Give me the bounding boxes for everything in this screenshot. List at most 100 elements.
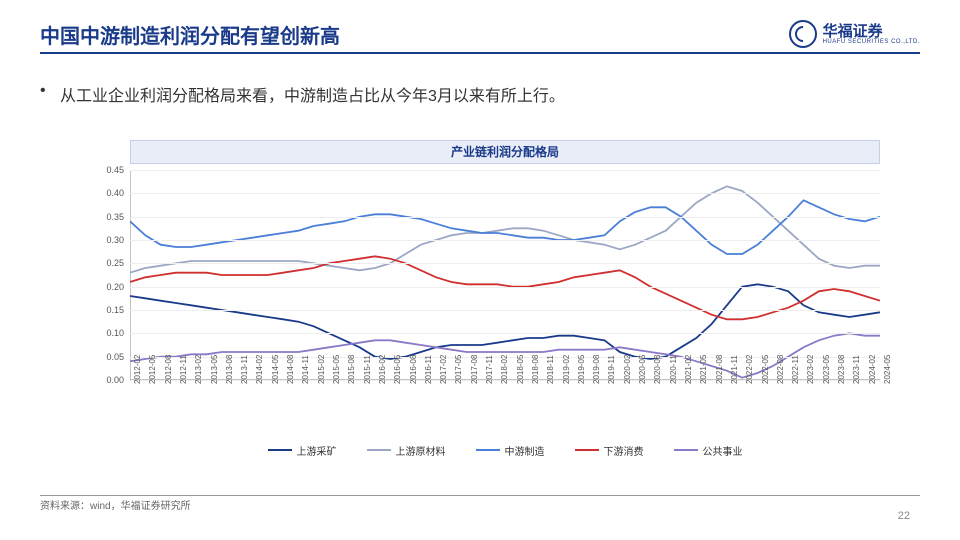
x-tick-label: 2017-02 [439,355,448,384]
y-tick-label: 0.10 [106,328,124,338]
legend-label: 中游制造 [505,443,545,458]
x-tick-label: 2014-08 [286,355,295,384]
x-tick-label: 2017-11 [485,355,494,384]
x-tick-label: 2012-08 [164,355,173,384]
series-line [130,186,880,272]
x-axis: 2012-022012-052012-082012-112013-022013-… [130,382,880,442]
legend-swatch [268,449,292,451]
legend-swatch [674,449,698,451]
legend-label: 下游消费 [604,443,644,458]
series-line [130,200,880,254]
page-number: 22 [898,510,910,522]
x-tick-label: 2012-11 [179,355,188,384]
x-tick-label: 2022-05 [761,355,770,384]
legend: 上游采矿 上游原材料 中游制造 下游消费 公共事业 [130,440,880,460]
logo-icon [789,20,817,48]
legend-swatch [575,449,599,451]
x-tick-label: 2020-02 [623,355,632,384]
series-line [130,284,880,359]
source-text: 资料来源：wind，华福证券研究所 [40,497,191,512]
legend-item: 下游消费 [575,440,644,460]
x-tick-label: 2019-08 [592,355,601,384]
logo: 华福证券 HUAFU SECURITIES CO.,LTD. [789,20,920,48]
x-tick-label: 2021-08 [715,355,724,384]
y-tick-label: 0.25 [106,258,124,268]
chart-title: 产业链利润分配格局 [130,140,880,164]
logo-cn: 华福证券 [823,24,920,39]
legend-label: 上游原材料 [396,443,446,458]
x-tick-label: 2013-05 [210,355,219,384]
x-tick-label: 2023-02 [806,355,815,384]
y-axis: 0.000.050.100.150.200.250.300.350.400.45 [70,170,128,380]
y-tick-label: 0.40 [106,188,124,198]
x-tick-label: 2014-02 [255,355,264,384]
x-tick-label: 2017-05 [454,355,463,384]
y-tick-label: 0.20 [106,282,124,292]
x-tick-label: 2018-02 [500,355,509,384]
x-tick-label: 2016-08 [409,355,418,384]
x-tick-label: 2013-11 [240,355,249,384]
x-tick-label: 2014-11 [301,355,310,384]
x-tick-label: 2017-08 [470,355,479,384]
x-tick-label: 2013-08 [225,355,234,384]
legend-label: 上游采矿 [297,443,337,458]
x-tick-label: 2018-11 [546,355,555,384]
bullet-text: 从工业企业利润分配格局来看，中游制造占比从今年3月以来有所上行。 [60,82,900,106]
x-tick-label: 2022-08 [776,355,785,384]
x-tick-label: 2019-02 [562,355,571,384]
x-tick-label: 2018-05 [516,355,525,384]
x-tick-label: 2024-02 [868,355,877,384]
gridline [130,263,880,264]
logo-en: HUAFU SECURITIES CO.,LTD. [823,39,920,45]
x-tick-label: 2014-05 [271,355,280,384]
x-tick-label: 2016-05 [393,355,402,384]
legend-item: 上游采矿 [268,440,337,460]
legend-swatch [476,449,500,451]
x-tick-label: 2022-02 [745,355,754,384]
y-tick-label: 0.05 [106,352,124,362]
x-tick-label: 2015-11 [363,355,372,384]
chart-svg [130,170,880,380]
footer-rule [40,495,920,496]
logo-text: 华福证券 HUAFU SECURITIES CO.,LTD. [823,24,920,45]
gridline [130,310,880,311]
gridline [130,240,880,241]
chart-container: 产业链利润分配格局 0.00 0.05 0.10 0.15 0.20 0.25 0.30 0.… [70,140,890,460]
plot-area [130,170,880,380]
x-tick-label: 2021-11 [730,355,739,384]
x-tick-label: 2021-02 [684,355,693,384]
x-tick-label: 2022-11 [791,355,800,384]
x-tick-label: 2016-11 [424,355,433,384]
legend-item: 中游制造 [476,440,545,460]
y-tick-label: 0.00 [106,375,124,385]
header-rule [40,52,920,54]
x-tick-label: 2020-05 [638,355,647,384]
y-tick-label: 0.45 [106,165,124,175]
gridline [130,287,880,288]
x-tick-label: 2018-08 [531,355,540,384]
x-tick-label: 2015-05 [332,355,341,384]
x-tick-label: 2023-08 [837,355,846,384]
x-tick-label: 2016-02 [378,355,387,384]
y-tick-label: 0.30 [106,235,124,245]
x-tick-label: 2020-11 [669,355,678,384]
y-tick-label: 0.35 [106,212,124,222]
gridline [130,333,880,334]
legend-item: 上游原材料 [367,440,446,460]
x-tick-label: 2019-05 [577,355,586,384]
slide: 中国中游制造利润分配有望创新高 华福证券 HUAFU SECURITIES CO… [0,0,960,540]
x-tick-label: 2012-05 [148,355,157,384]
header: 中国中游制造利润分配有望创新高 华福证券 HUAFU SECURITIES CO… [40,18,920,50]
gridline [130,217,880,218]
legend-label: 公共事业 [703,443,743,458]
gridline [130,170,880,171]
x-tick-label: 2019-11 [607,355,616,384]
x-tick-label: 2021-05 [699,355,708,384]
x-tick-label: 2023-05 [822,355,831,384]
x-tick-label: 2012-02 [133,355,142,384]
x-tick-label: 2024-05 [883,355,892,384]
legend-swatch [367,449,391,451]
y-tick-label: 0.15 [106,305,124,315]
x-tick-label: 2020-08 [653,355,662,384]
x-tick-label: 2015-02 [317,355,326,384]
